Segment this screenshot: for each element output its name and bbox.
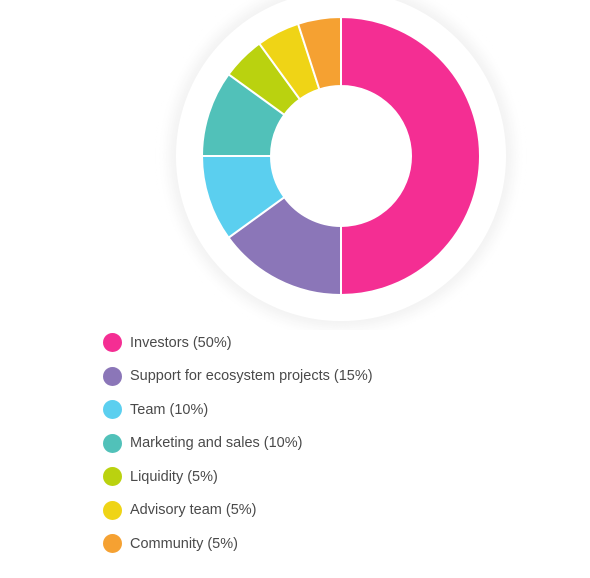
legend-item[interactable]: Marketing and sales (10%) [103, 427, 373, 461]
legend-swatch-icon [103, 366, 122, 386]
legend-item[interactable]: Liquidity (5%) [103, 460, 373, 494]
donut-slice-1[interactable] [340, 15, 481, 297]
legend-item[interactable]: Community (5%) [103, 527, 373, 561]
legend-swatch-icon [103, 333, 122, 353]
legend-label: Marketing and sales (10%) [130, 435, 303, 452]
donut-slices [200, 15, 481, 297]
chart-legend: Investors (50%) Support for ecosystem pro… [103, 326, 373, 561]
legend-item[interactable]: Team (10%) [103, 393, 373, 427]
donut-slice-7[interactable] [296, 15, 342, 91]
donut-chart-svg [169, 0, 513, 328]
legend-swatch-icon [103, 500, 122, 520]
legend-label: Advisory team (5%) [130, 502, 257, 519]
legend-item[interactable]: Support for ecosystem projects (15%) [103, 360, 373, 394]
legend-swatch-icon [103, 534, 122, 554]
legend-label: Liquidity (5%) [130, 468, 218, 485]
legend-label: Support for ecosystem projects (15%) [130, 368, 373, 385]
legend-swatch-icon [103, 433, 122, 453]
legend-swatch-icon [103, 400, 122, 420]
donut-chart [169, 0, 513, 328]
legend-label: Investors (50%) [130, 334, 232, 351]
legend-item[interactable]: Advisory team (5%) [103, 494, 373, 528]
legend-swatch-icon [103, 467, 122, 487]
legend-label: Team (10%) [130, 401, 209, 418]
legend-label: Community (5%) [130, 535, 238, 552]
legend-item[interactable]: Investors (50%) [103, 326, 373, 360]
